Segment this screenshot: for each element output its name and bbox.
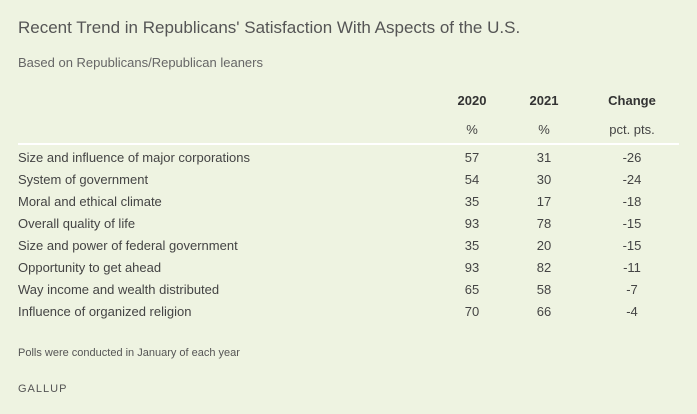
row-label: System of government xyxy=(18,172,149,187)
table-row: Influence of organized religion 70 66 -4 xyxy=(0,302,697,324)
column-unit-2021: % xyxy=(538,122,550,137)
value-2020: 93 xyxy=(464,216,480,231)
row-label: Overall quality of life xyxy=(18,216,136,231)
value-2021: 58 xyxy=(536,282,552,297)
value-2020: 35 xyxy=(464,238,480,253)
row-label: Way income and wealth distributed xyxy=(18,282,220,297)
value-2020: 35 xyxy=(464,194,480,209)
table-row: Overall quality of life 93 78 -15 xyxy=(0,214,697,236)
value-change: -11 xyxy=(623,260,641,275)
value-2020: 70 xyxy=(464,304,480,319)
row-label: Size and power of federal government xyxy=(18,238,238,253)
table-row: Opportunity to get ahead 93 82 -11 xyxy=(0,258,697,280)
value-2021: 82 xyxy=(536,260,552,275)
column-header-change: Change xyxy=(608,93,656,108)
value-2020: 93 xyxy=(464,260,480,275)
column-header-2021: 2021 xyxy=(529,93,559,108)
value-2021: 66 xyxy=(536,304,552,319)
row-label: Size and influence of major corporations xyxy=(18,150,250,165)
value-change: -18 xyxy=(622,194,642,209)
row-label: Influence of organized religion xyxy=(18,304,192,319)
value-change: -15 xyxy=(622,216,642,231)
value-change: -24 xyxy=(622,172,642,187)
header-divider xyxy=(18,143,679,145)
page-subtitle: Based on Republicans/Republican leaners xyxy=(18,55,263,70)
data-table: Size and influence of major corporations… xyxy=(0,148,697,324)
value-2021: 17 xyxy=(536,194,552,209)
column-unit-2020: % xyxy=(466,122,478,137)
table-row: Moral and ethical climate 35 17 -18 xyxy=(0,192,697,214)
table-row: Size and influence of major corporations… xyxy=(0,148,697,170)
table-row: Way income and wealth distributed 65 58 … xyxy=(0,280,697,302)
brand-logo-text: GALLUP xyxy=(18,383,68,395)
value-change: -15 xyxy=(622,238,642,253)
footnote: Polls were conducted in January of each … xyxy=(18,347,240,359)
column-header-2020: 2020 xyxy=(457,93,487,108)
value-2020: 65 xyxy=(464,282,480,297)
value-2020: 54 xyxy=(464,172,480,187)
column-unit-change: pct. pts. xyxy=(609,122,655,137)
table-row: Size and power of federal government 35 … xyxy=(0,236,697,258)
value-2021: 30 xyxy=(536,172,552,187)
value-change: -7 xyxy=(626,282,638,297)
value-change: -4 xyxy=(626,304,638,319)
value-2021: 31 xyxy=(536,150,552,165)
table-row: System of government 54 30 -24 xyxy=(0,170,697,192)
value-change: -26 xyxy=(622,150,642,165)
row-label: Moral and ethical climate xyxy=(18,194,162,209)
page-title: Recent Trend in Republicans' Satisfactio… xyxy=(18,18,521,37)
value-2020: 57 xyxy=(464,150,480,165)
row-label: Opportunity to get ahead xyxy=(18,260,162,275)
value-2021: 20 xyxy=(536,238,552,253)
value-2021: 78 xyxy=(536,216,552,231)
